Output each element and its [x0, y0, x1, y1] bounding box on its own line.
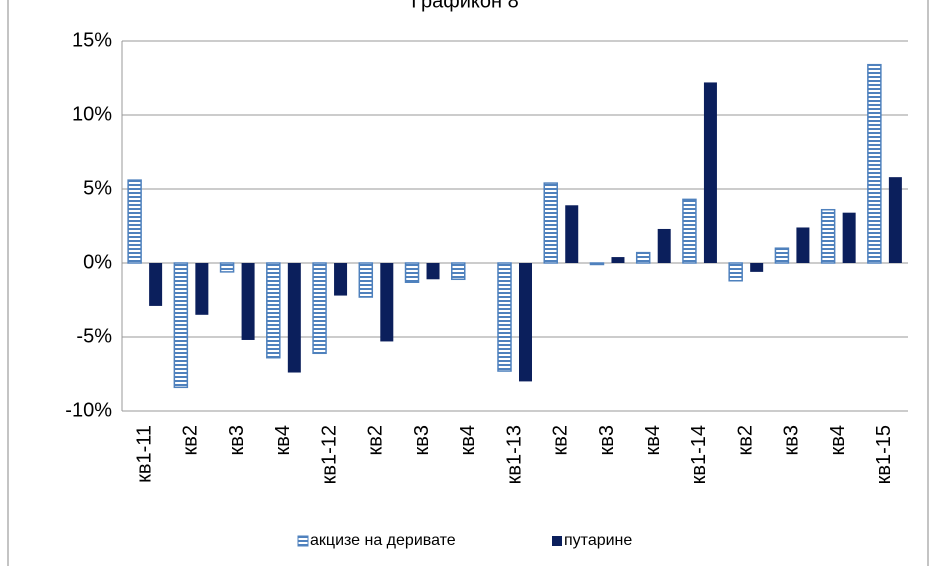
bar	[312, 262, 327, 355]
bar	[611, 257, 625, 263]
chart-title: Графикон 8	[411, 0, 518, 12]
x-tick-label: кв3	[411, 425, 433, 456]
x-tick-label: кв3	[596, 425, 618, 456]
bar	[728, 262, 743, 282]
legend-label: путарине	[564, 532, 632, 549]
bar	[682, 198, 697, 264]
bar	[774, 247, 790, 264]
bar	[173, 262, 189, 389]
x-tick-label: кв3	[781, 425, 803, 456]
bar	[867, 63, 882, 264]
bar	[888, 177, 902, 263]
x-tick-label: кв1-13	[503, 425, 525, 484]
x-tick-label: кв2	[550, 425, 572, 456]
bar	[497, 262, 512, 372]
x-tick-label: кв1-11	[133, 425, 155, 483]
x-tick-label: кв1-12	[318, 425, 340, 484]
x-tick-label: кв2	[365, 425, 387, 456]
y-tick-label: 5%	[83, 177, 112, 199]
x-tick-label: кв3	[226, 425, 248, 456]
bar	[127, 179, 142, 264]
bar	[195, 263, 209, 315]
bar	[657, 228, 671, 263]
legend-swatch	[297, 535, 309, 547]
x-tick-label: кв1-15	[873, 425, 895, 484]
legend-label: акцизе на деривате	[310, 532, 456, 549]
bar	[358, 262, 374, 298]
bar	[219, 262, 235, 273]
bar	[820, 208, 836, 264]
x-tick-label: кв2	[180, 425, 202, 456]
bar	[451, 262, 466, 281]
bar	[635, 251, 651, 264]
x-tick-label: кв4	[272, 425, 294, 456]
bar	[796, 227, 810, 263]
bar	[149, 263, 163, 306]
bar	[703, 82, 717, 263]
y-tick-label: -5%	[76, 325, 112, 347]
y-tick-label: 0%	[83, 251, 112, 273]
bar	[287, 263, 301, 373]
x-tick-label: кв4	[642, 425, 664, 456]
bar	[334, 263, 348, 296]
x-tick-label: кв2	[734, 425, 756, 456]
legend-swatch	[552, 536, 562, 546]
y-tick-label: -10%	[65, 399, 112, 421]
bar	[404, 262, 420, 283]
bar	[380, 263, 394, 342]
x-tick-label: кв4	[457, 425, 479, 456]
bar	[426, 263, 440, 280]
y-tick-label: 10%	[72, 103, 112, 125]
bar	[519, 263, 532, 382]
bar	[842, 212, 856, 263]
bar	[266, 262, 281, 359]
y-tick-label: 15%	[72, 29, 112, 51]
bar	[750, 263, 764, 272]
x-tick-label: кв1-14	[688, 425, 710, 484]
bar	[543, 182, 558, 264]
bar	[589, 262, 605, 266]
bar	[241, 263, 255, 340]
bar	[565, 205, 579, 263]
x-tick-label: кв4	[827, 425, 849, 456]
